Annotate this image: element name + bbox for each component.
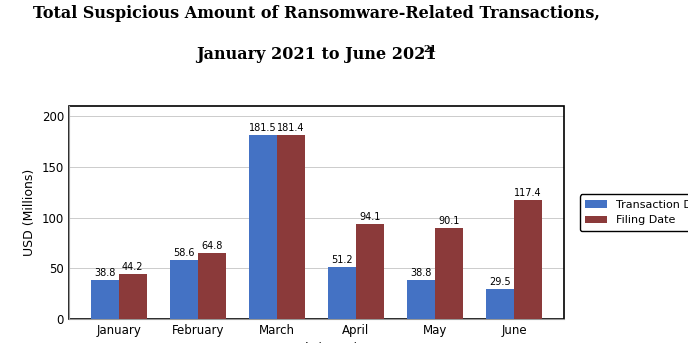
- Text: 38.8: 38.8: [411, 268, 432, 278]
- Text: 64.8: 64.8: [201, 241, 222, 251]
- X-axis label: Month (2021): Month (2021): [275, 342, 358, 343]
- Legend: Transaction Date, Filing Date: Transaction Date, Filing Date: [579, 194, 688, 231]
- Y-axis label: USD (Millions): USD (Millions): [23, 169, 36, 256]
- Bar: [92, 280, 119, 319]
- Bar: [356, 224, 384, 319]
- Bar: [249, 135, 277, 319]
- Text: 94.1: 94.1: [359, 212, 380, 222]
- Bar: [198, 253, 226, 319]
- Text: 51.2: 51.2: [332, 255, 353, 265]
- Text: 44.2: 44.2: [122, 262, 144, 272]
- Bar: [407, 280, 435, 319]
- Bar: [328, 267, 356, 319]
- Bar: [69, 106, 564, 319]
- Text: January 2021 to June 2021: January 2021 to June 2021: [196, 46, 437, 63]
- Text: 181.4: 181.4: [277, 123, 305, 133]
- Bar: [435, 228, 462, 319]
- Bar: [486, 289, 514, 319]
- Text: 29.5: 29.5: [489, 277, 511, 287]
- Text: 58.6: 58.6: [173, 248, 195, 258]
- Bar: [171, 260, 198, 319]
- Text: 90.1: 90.1: [438, 216, 460, 226]
- Text: Total Suspicious Amount of Ransomware-Related Transactions,: Total Suspicious Amount of Ransomware-Re…: [33, 5, 600, 22]
- Text: 38.8: 38.8: [94, 268, 116, 278]
- Bar: [277, 135, 305, 319]
- Text: 117.4: 117.4: [514, 188, 541, 198]
- Text: 181.5: 181.5: [249, 123, 277, 133]
- Bar: [514, 200, 541, 319]
- Text: 21: 21: [423, 45, 436, 54]
- Bar: [119, 274, 147, 319]
